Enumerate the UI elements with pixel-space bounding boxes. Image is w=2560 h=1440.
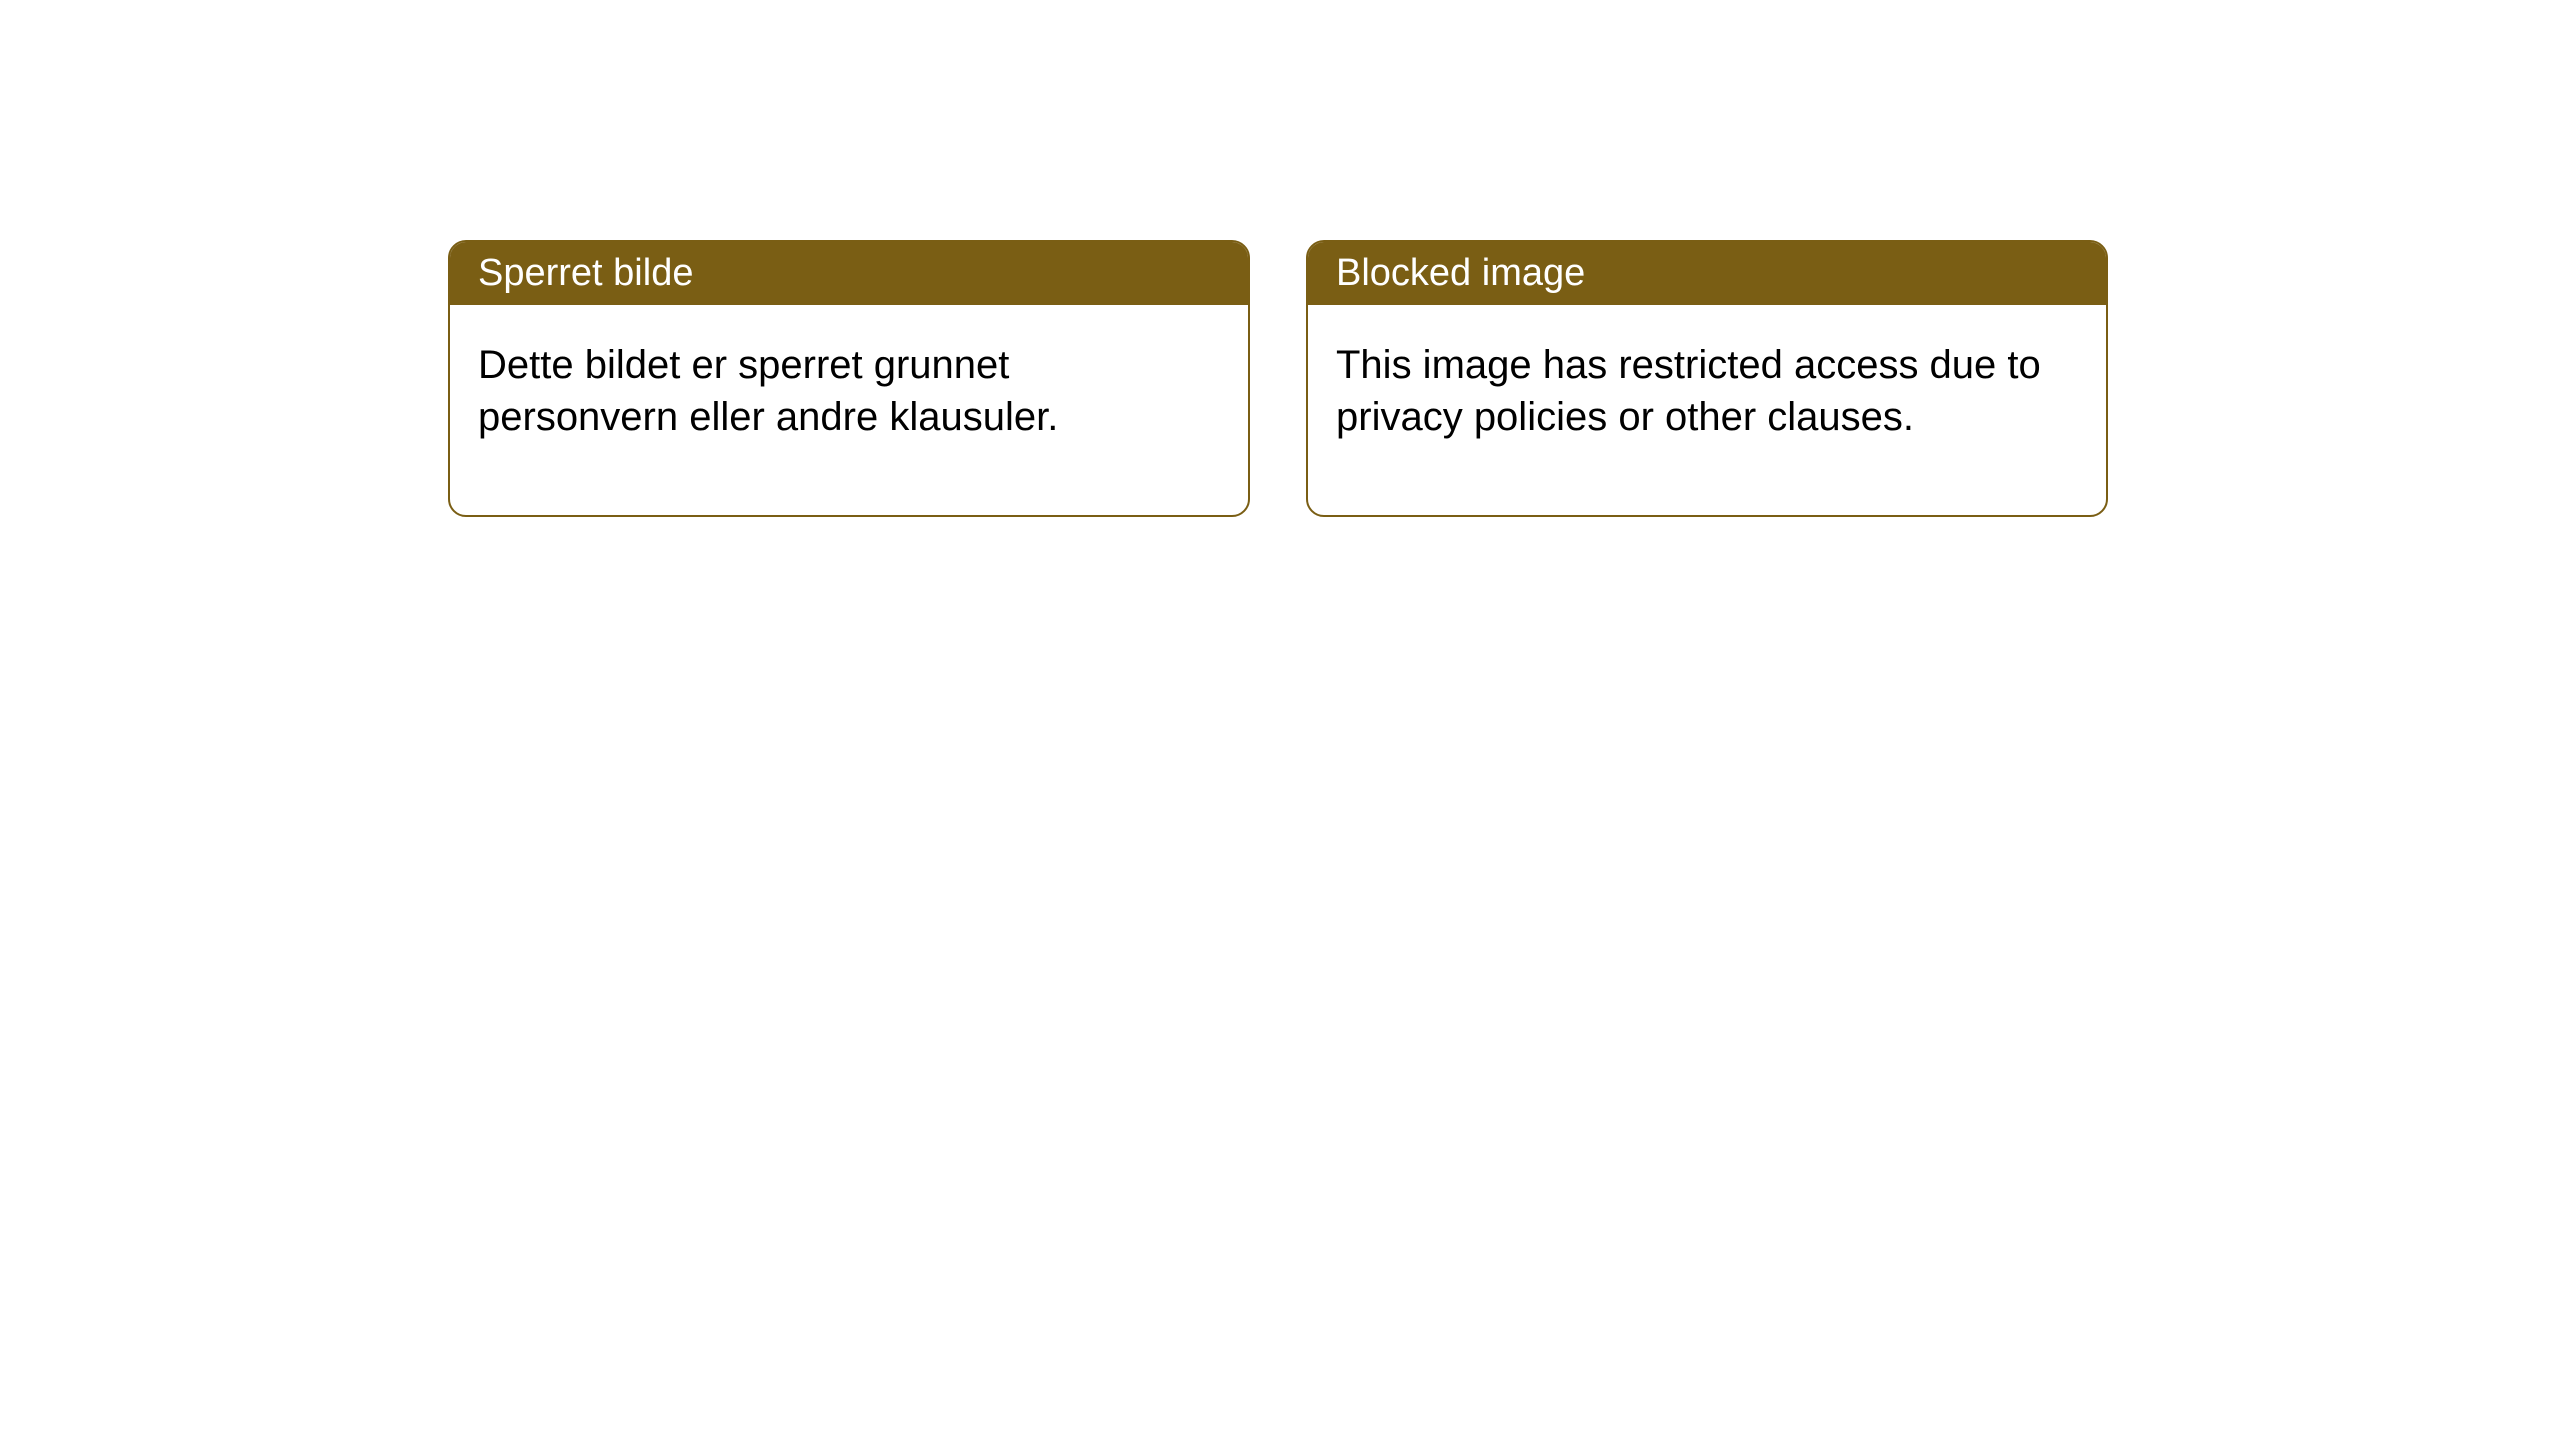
card-title-english: Blocked image bbox=[1336, 252, 1585, 294]
card-header-norwegian: Sperret bilde bbox=[450, 242, 1248, 305]
notice-card-norwegian: Sperret bilde Dette bildet er sperret gr… bbox=[448, 240, 1250, 517]
notice-container: Sperret bilde Dette bildet er sperret gr… bbox=[0, 0, 2560, 517]
card-header-english: Blocked image bbox=[1308, 242, 2106, 305]
card-message-english: This image has restricted access due to … bbox=[1336, 343, 2041, 439]
card-message-norwegian: Dette bildet er sperret grunnet personve… bbox=[478, 343, 1058, 439]
notice-card-english: Blocked image This image has restricted … bbox=[1306, 240, 2108, 517]
card-body-norwegian: Dette bildet er sperret grunnet personve… bbox=[450, 305, 1248, 515]
card-title-norwegian: Sperret bilde bbox=[478, 252, 693, 294]
card-body-english: This image has restricted access due to … bbox=[1308, 305, 2106, 515]
